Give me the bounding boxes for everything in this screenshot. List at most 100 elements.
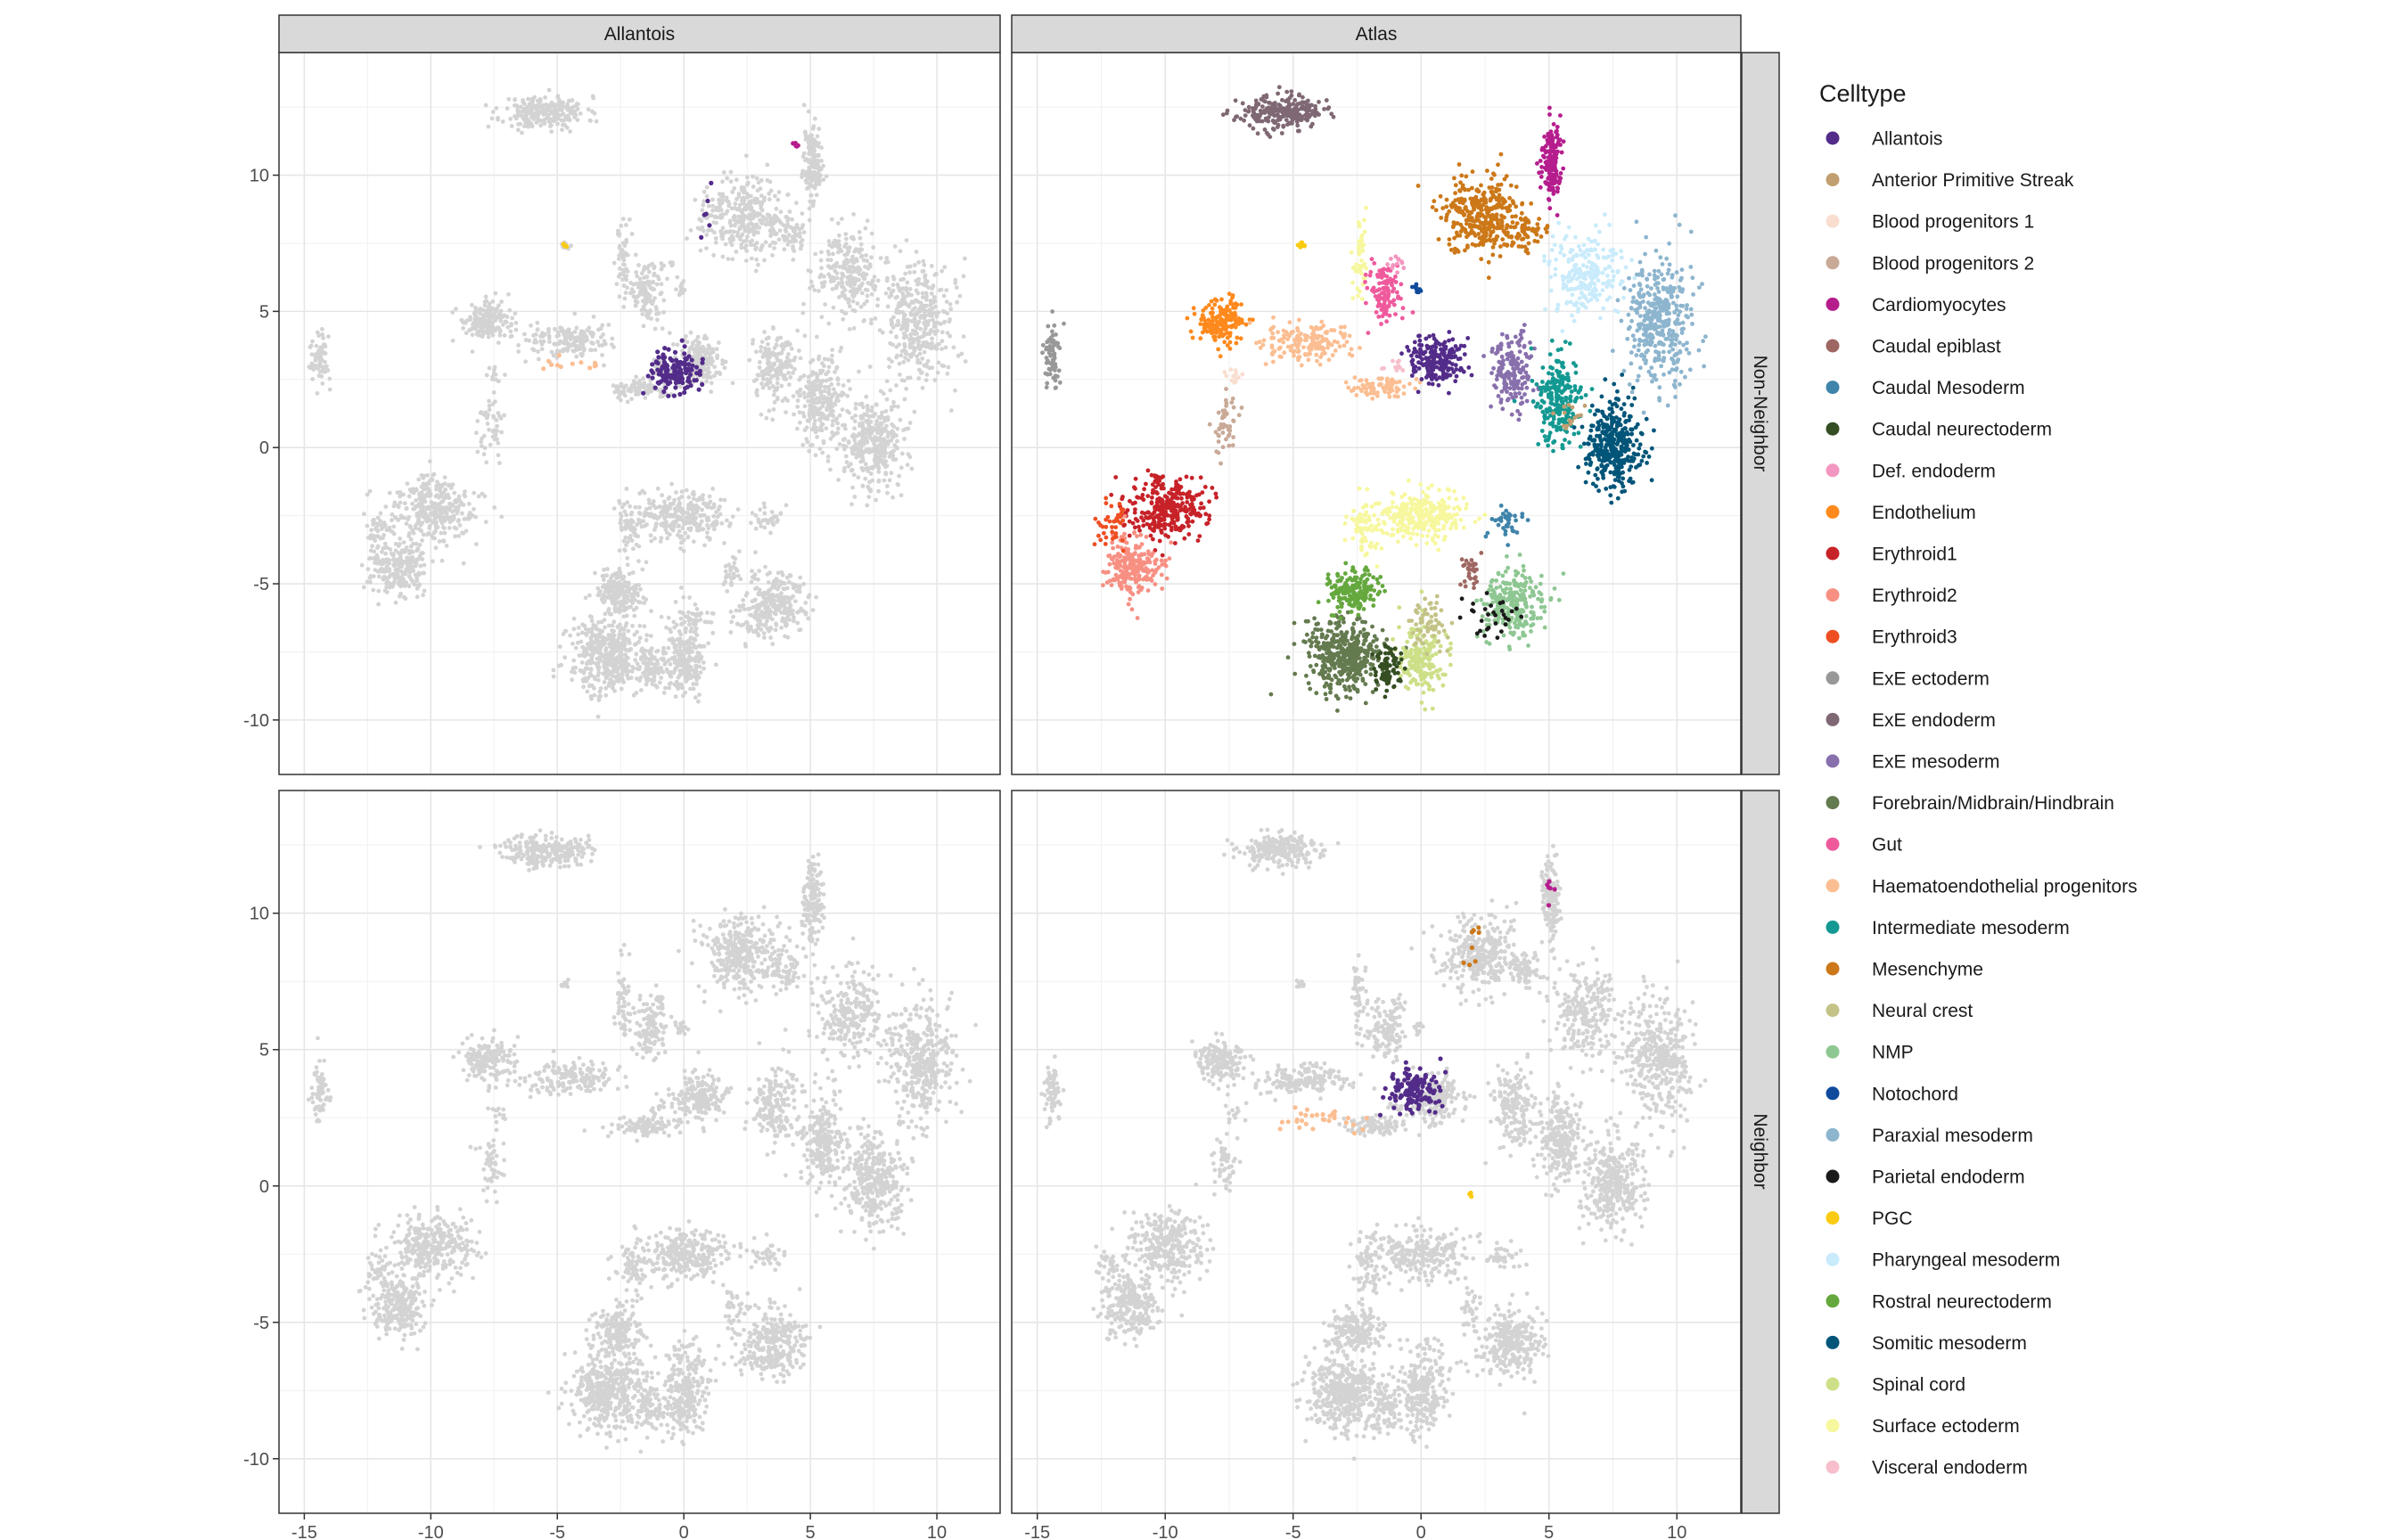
cell-point bbox=[741, 239, 746, 244]
cell-point bbox=[907, 455, 913, 460]
cell-point bbox=[698, 670, 703, 675]
cell-point bbox=[620, 678, 626, 684]
cell-point bbox=[787, 618, 792, 622]
cell-point bbox=[923, 319, 927, 324]
cell-point bbox=[812, 171, 816, 176]
cell-point bbox=[853, 441, 858, 446]
cell-point bbox=[618, 570, 623, 576]
cell-point bbox=[727, 523, 732, 528]
cell-point bbox=[619, 686, 624, 692]
cell-point bbox=[880, 450, 884, 455]
cell-point bbox=[909, 299, 915, 305]
cell-point bbox=[378, 568, 383, 572]
cell-point bbox=[786, 382, 792, 387]
cell-point bbox=[810, 370, 816, 374]
cell-point bbox=[843, 426, 848, 431]
cell-point bbox=[464, 528, 469, 534]
cell-point bbox=[675, 274, 680, 280]
cell-point bbox=[643, 511, 647, 515]
facet-strip-allantois-label: Allantois bbox=[604, 24, 675, 45]
cell-point bbox=[316, 355, 321, 360]
cell-point bbox=[784, 503, 789, 508]
cell-point bbox=[634, 374, 639, 380]
cell-point bbox=[815, 159, 819, 164]
cell-point bbox=[608, 644, 612, 649]
cell-point bbox=[744, 192, 750, 196]
cell-point bbox=[808, 180, 813, 185]
cell-point bbox=[754, 222, 759, 227]
cell-point bbox=[846, 267, 851, 272]
cell-point bbox=[772, 246, 776, 250]
cell-point bbox=[549, 100, 554, 105]
cell-point bbox=[918, 300, 923, 306]
cell-point bbox=[591, 95, 596, 101]
cell-point bbox=[586, 107, 591, 112]
cell-point bbox=[712, 365, 717, 370]
cell-point bbox=[759, 348, 763, 354]
cell-point bbox=[874, 444, 880, 449]
cell-point bbox=[785, 216, 791, 221]
cell-point bbox=[944, 288, 949, 292]
cell-point bbox=[891, 315, 896, 320]
cell-point bbox=[640, 567, 645, 572]
cell-point bbox=[513, 320, 519, 325]
cell-point bbox=[620, 504, 625, 510]
cell-point bbox=[819, 422, 825, 427]
cell-point bbox=[757, 360, 762, 365]
cell-point bbox=[670, 528, 676, 533]
cell-point bbox=[710, 487, 715, 491]
cell-point bbox=[963, 256, 967, 261]
cell-point bbox=[315, 330, 320, 335]
cell-point bbox=[857, 272, 862, 276]
cell-point bbox=[611, 260, 617, 266]
cell-point bbox=[595, 714, 601, 719]
cell-point bbox=[711, 513, 717, 519]
cell-point bbox=[842, 244, 847, 249]
cell-point bbox=[642, 624, 647, 629]
cell-point bbox=[765, 361, 770, 365]
cell-point bbox=[598, 686, 603, 691]
cell-point bbox=[898, 373, 902, 377]
cell-point bbox=[817, 389, 823, 394]
cell-point bbox=[460, 502, 465, 507]
cell-point bbox=[917, 347, 923, 352]
cell-point bbox=[810, 203, 816, 209]
cell-point bbox=[415, 546, 421, 551]
cell-point bbox=[941, 320, 947, 325]
cell-point bbox=[861, 441, 866, 446]
cell-point bbox=[720, 236, 725, 242]
cell-point bbox=[602, 680, 607, 684]
cell-point bbox=[837, 233, 841, 238]
cell-point bbox=[616, 601, 620, 606]
cell-point bbox=[738, 577, 743, 582]
cell-point bbox=[681, 512, 685, 517]
cell-point bbox=[678, 384, 683, 389]
cell-point bbox=[792, 412, 796, 417]
cell-point bbox=[662, 515, 667, 520]
cell-point bbox=[387, 490, 392, 496]
cell-point bbox=[775, 396, 780, 400]
cell-point bbox=[610, 342, 614, 347]
cell-point bbox=[759, 193, 764, 199]
cell-point bbox=[487, 398, 491, 404]
cell-point bbox=[692, 504, 697, 509]
cell-point bbox=[538, 97, 543, 102]
cell-point bbox=[633, 387, 638, 391]
cell-point bbox=[506, 96, 512, 102]
cell-point bbox=[398, 591, 403, 596]
cell-point bbox=[619, 521, 623, 526]
cell-point bbox=[640, 290, 645, 294]
cell-point bbox=[474, 542, 479, 546]
cell-point bbox=[553, 326, 557, 332]
cell-point bbox=[496, 411, 501, 415]
cell-point bbox=[627, 536, 632, 541]
facet-strip-non-neighbor: Non-Neighbor bbox=[1741, 52, 1780, 775]
cell-point bbox=[756, 262, 760, 267]
cell-point bbox=[790, 235, 795, 241]
cell-point bbox=[832, 243, 837, 248]
cell-point bbox=[677, 292, 682, 298]
cell-point bbox=[795, 405, 800, 409]
cell-point bbox=[731, 229, 736, 234]
cell-point bbox=[774, 594, 778, 599]
cell-point bbox=[906, 291, 911, 296]
